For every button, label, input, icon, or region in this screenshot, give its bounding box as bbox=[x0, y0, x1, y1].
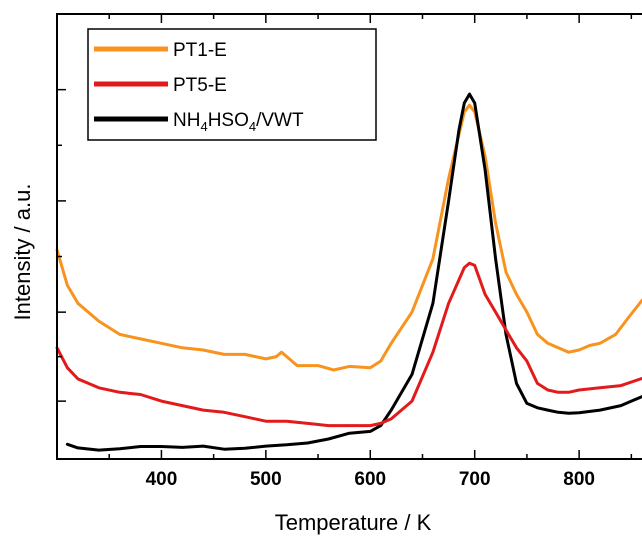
legend: PT1-E PT5-E NH4HSO4/VWT bbox=[87, 28, 377, 141]
x-tick-labels: 400 500 600 700 800 bbox=[146, 469, 595, 490]
legend-label-1: PT1-E bbox=[173, 40, 227, 61]
x-tick-label-800: 800 bbox=[563, 469, 595, 490]
ticks-layer bbox=[57, 14, 633, 459]
x-axis-title: Temperature / K bbox=[275, 510, 432, 535]
plot-frame bbox=[56, 13, 642, 460]
series-layer bbox=[55, 92, 642, 452]
x-tick-label-700: 700 bbox=[459, 469, 491, 490]
series-line-3 bbox=[55, 261, 642, 428]
x-tick-label-400: 400 bbox=[146, 469, 178, 490]
y-axis-title: Intensity / a.u. bbox=[10, 184, 35, 321]
legend-label-2: PT5-E bbox=[173, 75, 227, 96]
series-line-2 bbox=[65, 92, 642, 452]
legend-label-3: NH4HSO4/VWT bbox=[173, 110, 304, 134]
x-tick-label-600: 600 bbox=[354, 469, 386, 490]
series-line-1 bbox=[55, 103, 642, 372]
x-tick-label-500: 500 bbox=[250, 469, 282, 490]
